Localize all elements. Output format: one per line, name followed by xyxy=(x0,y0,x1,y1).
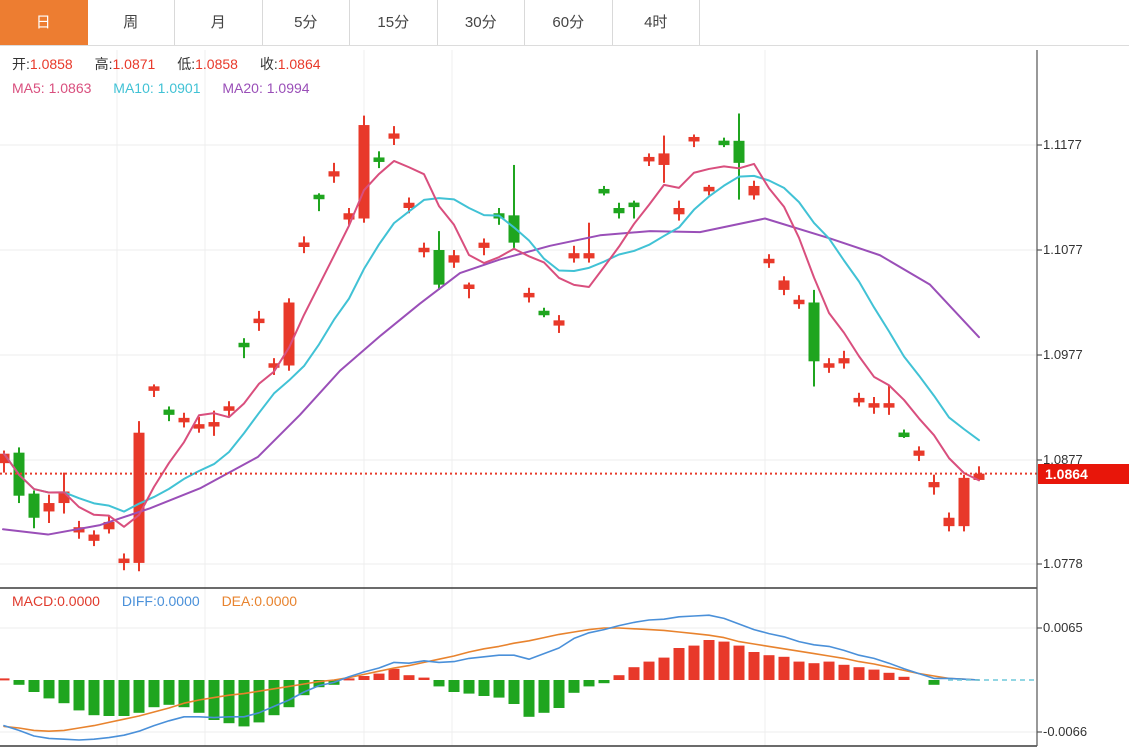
macd-tick-bottom: -0.0066 xyxy=(1043,724,1088,739)
macd-legend: MACD:0.0000 DIFF:0.0000 DEA:0.0000 xyxy=(12,593,315,609)
price-tick-1: 1.1177 xyxy=(1043,137,1082,152)
ma10-value: 1.0901 xyxy=(157,80,201,96)
tab-4hour[interactable]: 4时 xyxy=(612,0,700,45)
tab-month[interactable]: 月 xyxy=(175,0,263,45)
ma5-label: MA5: xyxy=(12,80,45,96)
low-label: 低: xyxy=(177,56,196,72)
tab-30min[interactable]: 30分 xyxy=(437,0,525,45)
close-label: 收: xyxy=(259,56,278,72)
diff-label: DIFF: xyxy=(121,593,157,609)
tab-week[interactable]: 周 xyxy=(87,0,175,45)
macd-value: 0.0000 xyxy=(57,593,100,609)
open-value: 1.0858 xyxy=(29,56,73,72)
ma20-value: 1.0994 xyxy=(266,80,310,96)
low-value: 1.0858 xyxy=(195,56,238,72)
tab-15min[interactable]: 15分 xyxy=(350,0,438,45)
ma5-value: 1.0863 xyxy=(48,80,92,96)
tab-5min[interactable]: 5分 xyxy=(262,0,350,45)
dea-value: 0.0000 xyxy=(254,593,298,609)
diff-value: 0.0000 xyxy=(156,593,200,609)
price-tick-4: 1.0877 xyxy=(1043,452,1083,467)
tab-60min[interactable]: 60分 xyxy=(525,0,613,45)
macd-tick-top: 0.0065 xyxy=(1043,620,1083,635)
price-tick-5: 1.0778 xyxy=(1043,556,1083,571)
current-price-tag: 1.0864 xyxy=(1038,464,1129,484)
tab-day[interactable]: 日 xyxy=(0,0,88,45)
ma10-label: MA10: xyxy=(113,80,154,96)
macd-label: MACD: xyxy=(12,593,58,609)
high-value: 1.0871 xyxy=(112,56,156,72)
high-label: 高: xyxy=(94,56,113,72)
ma-legend: MA5: 1.0863 MA10: 1.0901 MA20: 1.0994 xyxy=(12,80,328,96)
price-tick-3: 1.0977 xyxy=(1043,347,1083,362)
close-value: 1.0864 xyxy=(277,56,321,72)
ohlc-legend: 开:1.0858 高:1.0871 低:1.0858 收:1.0864 xyxy=(12,54,339,74)
price-tick-2: 1.1077 xyxy=(1043,242,1083,257)
timeframe-tabbar: 日 周 月 5分 15分 30分 60分 4时 xyxy=(0,0,1129,46)
dea-label: DEA: xyxy=(221,593,255,609)
open-label: 开: xyxy=(12,56,30,72)
ma20-label: MA20: xyxy=(222,80,263,96)
